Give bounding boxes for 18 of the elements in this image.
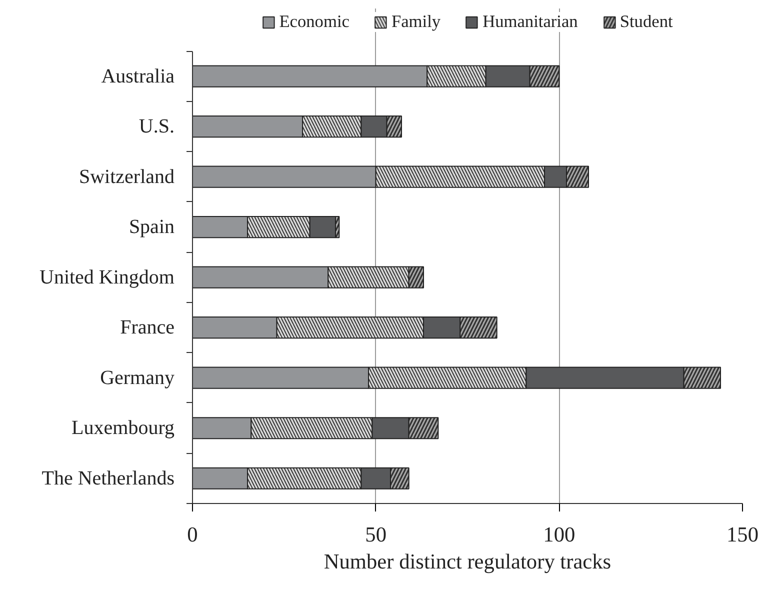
y-tick-label: Luxembourg [72, 417, 175, 440]
y-tick-label: United Kingdom [40, 266, 175, 288]
x-tick-label: 150 [726, 522, 759, 546]
x-tick-label: 50 [365, 522, 386, 546]
y-tick-label: France [120, 316, 175, 339]
legend-label: Economic [279, 12, 350, 32]
x-axis-title: Number distinct regulatory tracks [324, 550, 612, 574]
y-tick-label: U.S. [138, 116, 175, 138]
y-tick-label: Australia [101, 65, 175, 88]
y-tick-label: Switzerland [78, 166, 175, 188]
y-tick-label: Spain [128, 216, 175, 238]
legend-label: Family [391, 12, 441, 32]
x-tick-label: 100 [543, 522, 576, 546]
y-tick-label: The Netherlands [42, 467, 175, 490]
x-tick-label: 0 [187, 522, 198, 546]
legend-label: Student [620, 12, 673, 32]
legend-label: Humanitarian [482, 12, 578, 32]
y-tick-label: Germany [100, 366, 175, 389]
